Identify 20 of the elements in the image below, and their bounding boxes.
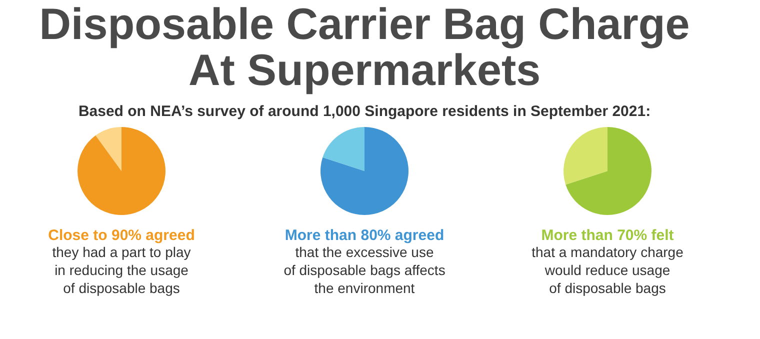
text: Close to 90% agreed bbox=[48, 227, 195, 244]
text: would reduce usage bbox=[544, 262, 670, 278]
pie-slice bbox=[78, 127, 166, 215]
text: More than 70% felt bbox=[541, 227, 674, 244]
text: Based on NEA’s survey of around 1,000 Singapore residents in September 2021: bbox=[78, 103, 651, 120]
text: of disposable bags affects bbox=[284, 262, 446, 278]
pie-slice bbox=[322, 127, 364, 171]
pie-slice bbox=[564, 127, 608, 185]
pie-slice bbox=[566, 127, 652, 215]
text: More than 80% agreed bbox=[284, 227, 444, 244]
text: that the excessive use bbox=[295, 244, 434, 260]
pie-slice bbox=[320, 127, 408, 215]
text: they had a part to play bbox=[52, 244, 191, 260]
text: of disposable bags bbox=[549, 280, 666, 296]
text: the environment bbox=[314, 280, 415, 296]
text: of disposable bags bbox=[63, 280, 180, 296]
text: in reducing the usage bbox=[54, 262, 189, 278]
pie-slice bbox=[96, 127, 122, 171]
text: that a mandatory charge bbox=[532, 244, 684, 260]
text: Disposable Carrier Bag Charge bbox=[39, 0, 690, 49]
